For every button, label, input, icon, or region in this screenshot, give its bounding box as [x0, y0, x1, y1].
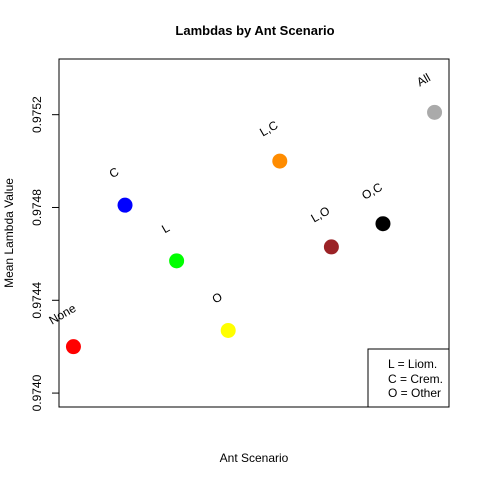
data-point	[169, 253, 184, 268]
chart-title: Lambdas by Ant Scenario	[175, 23, 334, 38]
legend-entry-l: L = Liom.	[388, 357, 437, 371]
data-point	[272, 154, 287, 169]
point-label: O,C	[359, 180, 385, 203]
point-label: C	[107, 164, 122, 181]
data-point	[375, 216, 390, 231]
data-points	[66, 105, 442, 354]
y-tick-label: 0.9752	[30, 96, 44, 133]
data-point	[324, 239, 339, 254]
point-label: L,C	[257, 118, 280, 140]
data-point	[427, 105, 442, 120]
point-label: L	[159, 220, 172, 236]
y-axis: 0.9740 0.9744 0.9748 0.9752	[30, 96, 59, 411]
legend: L = Liom. C = Crem. O = Other	[368, 349, 449, 407]
y-tick-label: 0.9748	[30, 189, 44, 226]
x-axis-label: Ant Scenario	[220, 451, 289, 465]
data-point	[221, 323, 236, 338]
point-labels: None C L O L,C L,O O,C All	[47, 70, 433, 327]
legend-entry-o: O = Other	[388, 386, 441, 400]
data-point	[118, 198, 133, 213]
point-label: O	[210, 290, 225, 307]
y-axis-label: Mean Lambda Value	[2, 178, 16, 288]
y-tick-label: 0.9740	[30, 374, 44, 411]
y-tick-label: 0.9744	[30, 282, 44, 319]
point-label: None	[47, 301, 79, 328]
point-label: All	[414, 70, 433, 89]
point-label: L,O	[309, 204, 333, 226]
legend-entry-c: C = Crem.	[388, 372, 443, 386]
data-point	[66, 339, 81, 354]
